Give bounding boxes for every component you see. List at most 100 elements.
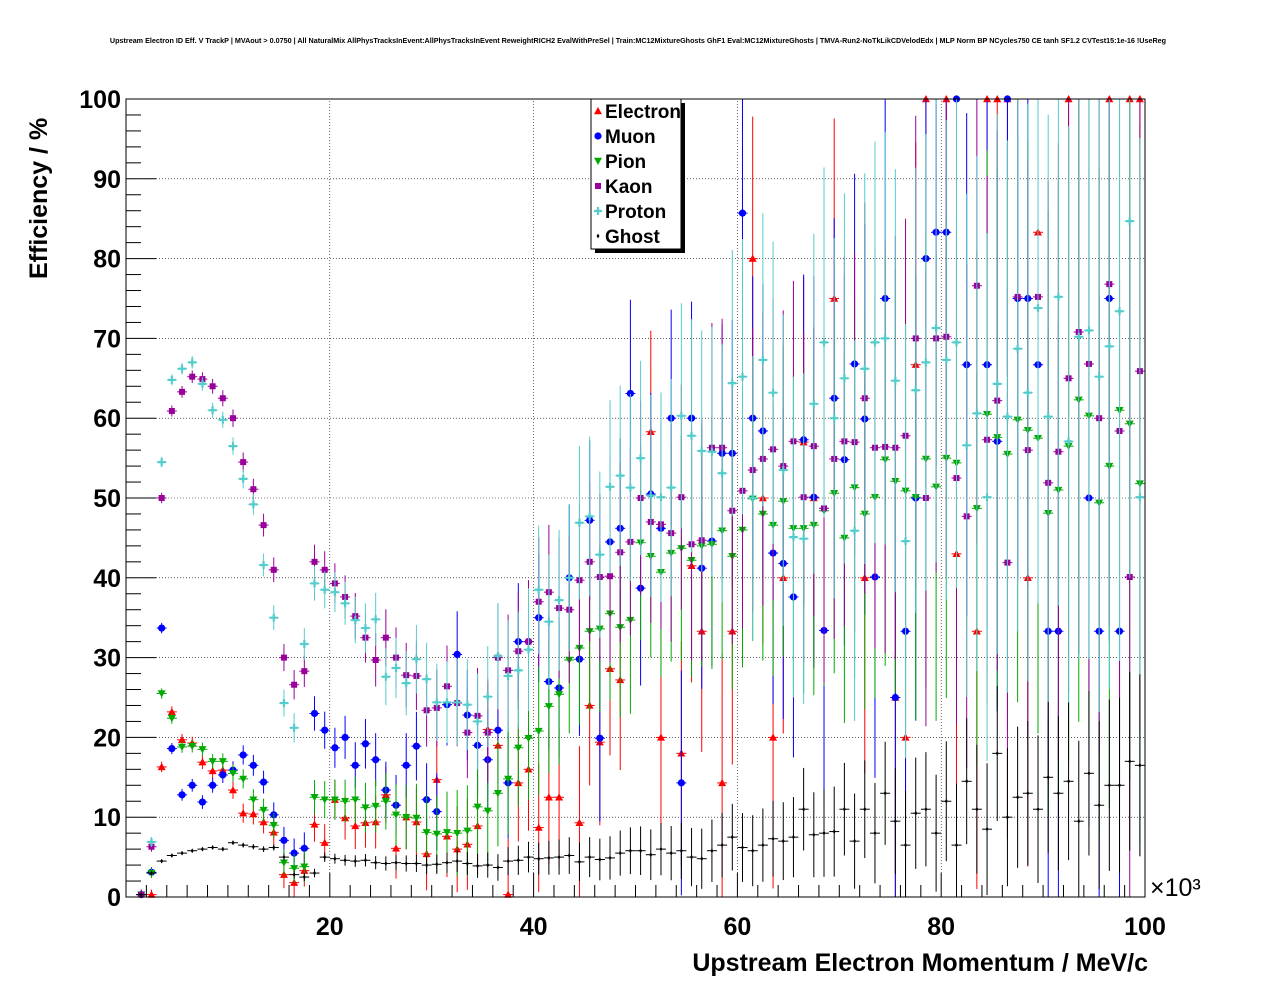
data-point xyxy=(931,99,942,563)
data-point xyxy=(401,650,412,716)
data-point xyxy=(819,167,830,518)
data-point xyxy=(411,783,422,853)
legend: Electron Muon Pion Kaon Proton Ghost xyxy=(590,98,685,253)
marker-triangle-down xyxy=(453,829,462,838)
marker-star xyxy=(720,842,724,848)
data-point xyxy=(258,553,269,577)
marker-star xyxy=(965,778,969,784)
marker-star xyxy=(272,845,276,850)
data-point xyxy=(961,718,972,845)
data-point xyxy=(482,852,493,878)
marker-star xyxy=(863,806,867,812)
marker-triangle-up xyxy=(310,820,319,828)
marker-cross xyxy=(453,698,462,707)
data-point xyxy=(655,392,666,602)
data-point xyxy=(1124,672,1135,851)
data-point xyxy=(329,727,340,768)
data-point xyxy=(217,390,228,407)
marker-cross xyxy=(799,534,808,543)
data-point xyxy=(533,842,544,875)
data-point xyxy=(1094,721,1105,890)
y-tick-label: 70 xyxy=(93,325,121,353)
marker-star xyxy=(659,846,663,852)
data-point xyxy=(727,249,738,517)
marker-cross xyxy=(594,207,602,215)
marker-triangle-up xyxy=(656,733,665,741)
data-point xyxy=(645,394,656,597)
marker-cross xyxy=(320,585,329,594)
marker-star xyxy=(649,852,653,858)
data-point xyxy=(1083,691,1094,856)
marker-triangle-up xyxy=(769,733,778,741)
data-point xyxy=(319,852,330,862)
data-point xyxy=(278,849,289,877)
data-point xyxy=(839,193,850,564)
data-point xyxy=(197,377,208,391)
data-point xyxy=(676,822,687,879)
marker-circle xyxy=(594,132,602,140)
x-tick-label: 20 xyxy=(316,913,344,941)
axes: 20 40 60 80 100 0 10 20 30 40 50 60 70 80 90 100 xyxy=(79,86,1166,941)
marker-cross xyxy=(330,588,339,597)
data-point xyxy=(554,529,565,671)
marker-star xyxy=(1046,774,1050,780)
marker-cross xyxy=(983,493,992,502)
marker-cross xyxy=(310,579,319,588)
data-point xyxy=(411,624,422,694)
data-point xyxy=(829,786,840,877)
marker-triangle-down xyxy=(422,829,431,837)
marker-star xyxy=(292,872,296,878)
data-point xyxy=(370,592,381,646)
marker-triangle-down xyxy=(310,794,319,802)
data-point xyxy=(1134,674,1145,857)
marker-circle xyxy=(321,726,329,734)
marker-star xyxy=(435,861,439,867)
marker-cross xyxy=(208,406,217,415)
marker-cross xyxy=(392,663,401,672)
marker-star xyxy=(1118,782,1122,788)
marker-star xyxy=(445,860,449,866)
marker-cross xyxy=(850,526,859,535)
marker-triangle-down xyxy=(493,790,502,798)
marker-cross xyxy=(351,616,360,625)
marker-cross xyxy=(371,615,380,624)
data-point xyxy=(1073,99,1084,659)
data-point xyxy=(177,788,188,801)
marker-circle xyxy=(738,209,747,217)
y-tick-label: 30 xyxy=(93,645,121,673)
y-tick-label: 50 xyxy=(93,485,121,513)
marker-star xyxy=(211,845,215,850)
data-point xyxy=(941,741,952,862)
marker-square xyxy=(168,408,175,415)
data-point xyxy=(207,378,218,394)
data-point xyxy=(1022,721,1033,866)
data-point xyxy=(380,856,391,871)
data-point xyxy=(523,841,534,873)
data-point xyxy=(217,753,228,770)
data-point xyxy=(880,741,891,845)
marker-triangle-up xyxy=(147,890,156,898)
data-point xyxy=(1022,103,1033,682)
marker-triangle-down xyxy=(167,715,176,723)
marker-cross xyxy=(626,483,635,492)
marker-star xyxy=(323,854,327,860)
marker-star xyxy=(476,863,480,869)
data-point xyxy=(523,588,534,712)
data-point xyxy=(177,362,188,375)
marker-star xyxy=(496,865,500,870)
marker-circle xyxy=(158,624,166,632)
marker-cross xyxy=(1105,342,1114,351)
data-point xyxy=(350,855,361,867)
marker-star xyxy=(608,855,612,861)
data-point xyxy=(543,554,554,689)
data-point xyxy=(1012,99,1023,632)
data-point xyxy=(982,233,993,761)
marker-cross xyxy=(534,585,543,594)
marker-cross xyxy=(218,415,227,424)
marker-cross xyxy=(259,561,268,570)
marker-star xyxy=(1036,806,1040,812)
marker-cross xyxy=(769,388,778,397)
marker-square xyxy=(291,681,298,688)
marker-triangle-up xyxy=(259,817,268,826)
marker-cross xyxy=(1034,304,1043,313)
